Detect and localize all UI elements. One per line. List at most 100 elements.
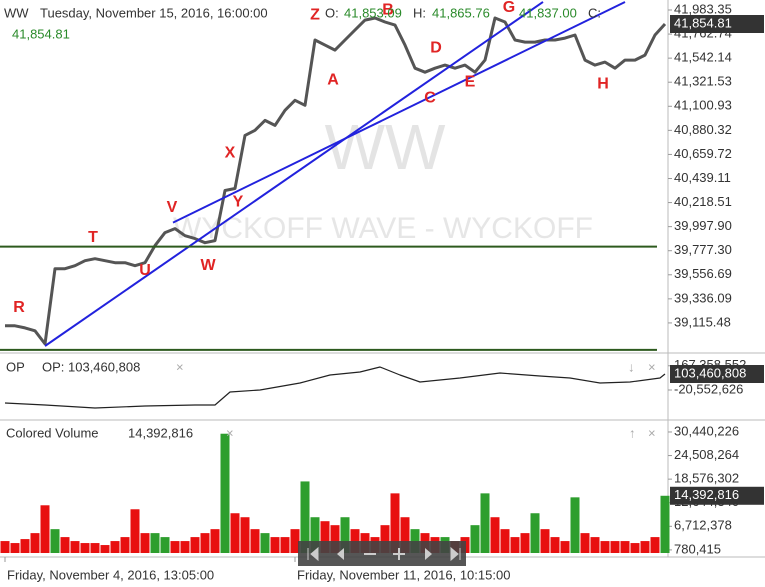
move-down-icon[interactable]: ↓ <box>628 359 635 374</box>
volume-bar <box>650 537 660 553</box>
volume-bar <box>130 509 140 553</box>
move-up-icon[interactable]: ↑ <box>629 425 636 440</box>
volume-bar <box>230 513 240 553</box>
volume-bar <box>140 533 150 553</box>
volume-bar <box>330 525 340 553</box>
watermark: WYCKOFF WAVE - WYCKOFF <box>173 212 593 245</box>
series-line <box>5 16 667 346</box>
y-tick-label: 24,508,264 <box>674 447 739 462</box>
volume-bar <box>310 517 320 553</box>
last-value-box <box>670 486 764 505</box>
volume-bar <box>480 493 490 553</box>
volume-bar <box>590 537 600 553</box>
volume-bar <box>500 529 510 553</box>
volume-bar <box>80 543 90 553</box>
volume-bar <box>220 433 230 553</box>
volume-bar <box>240 517 250 553</box>
volume-bar <box>10 543 20 553</box>
series-line <box>4 366 666 409</box>
back-button[interactable] <box>337 548 344 560</box>
volume-bar <box>470 525 480 553</box>
close-icon[interactable]: × <box>176 359 184 374</box>
volume-bar <box>290 529 300 553</box>
y-tick-label: 39,777.30 <box>674 242 732 257</box>
chart-subtitle: Tuesday, November 15, 2016, 16:00:00 <box>40 5 268 20</box>
last-value-box <box>670 15 764 34</box>
watermark-layer: WW WYCKOFF WAVE - WYCKOFF <box>173 111 593 245</box>
forward-button[interactable] <box>425 548 432 560</box>
legend-value: 103,460,808 <box>68 359 140 374</box>
y-tick-label: -20,552,626 <box>674 381 743 396</box>
y-tick-label: 18,576,302 <box>674 471 739 486</box>
volume-bar <box>150 533 160 553</box>
ohlc-label: H: <box>413 5 426 20</box>
volume-bar <box>600 541 610 553</box>
volume-bar <box>560 541 570 553</box>
last-value-box <box>670 365 764 384</box>
legend-label: OP: <box>42 359 64 374</box>
close-icon[interactable]: × <box>648 359 656 374</box>
annotation: E <box>465 73 476 90</box>
annotation: Y <box>233 194 244 211</box>
volume-bar <box>400 517 410 553</box>
volume-bar <box>70 541 80 553</box>
volume-bar <box>170 541 180 553</box>
volume-bar <box>280 537 290 553</box>
y-tick-label: 39,997.90 <box>674 218 732 233</box>
volume-bar <box>630 543 640 553</box>
annotation: W <box>200 257 216 274</box>
volume-bar <box>90 543 100 553</box>
chart-title: WW <box>4 5 29 20</box>
volume-bar <box>530 513 540 553</box>
volume-bar <box>260 533 270 553</box>
last-value-label: 14,392,816 <box>674 487 739 502</box>
volume-bar <box>550 537 560 553</box>
ohlc-value: 41,865.76 <box>432 5 490 20</box>
volume-bar <box>200 533 210 553</box>
volume-bar <box>250 529 260 553</box>
volume-bar <box>510 537 520 553</box>
volume-bar <box>0 541 10 553</box>
y-tick-label: 41,983.35 <box>674 1 732 16</box>
zoom-in-button[interactable] <box>393 548 405 560</box>
close-icon[interactable]: × <box>226 425 234 440</box>
close-icon[interactable]: × <box>648 425 656 440</box>
volume-bar <box>210 529 220 553</box>
y-tick-label: 40,218.51 <box>674 194 732 209</box>
annotation: R <box>13 299 25 316</box>
volume-bar <box>20 539 30 553</box>
watermark: WW <box>325 111 446 183</box>
ohlc-value: 41,853.09 <box>344 5 402 20</box>
volume-bar <box>580 533 590 553</box>
y-tick-label: 39,115.48 <box>674 314 731 329</box>
first-button[interactable] <box>307 546 319 562</box>
annotation: X <box>225 145 236 162</box>
ohlc-label: C: <box>588 5 601 20</box>
annotation: D <box>430 39 442 56</box>
y-tick-label: 780,415 <box>674 541 721 556</box>
ohlc-value: 41,837.00 <box>519 5 577 20</box>
volume-bar <box>390 493 400 553</box>
panel-title: OP <box>6 359 25 374</box>
annotation: U <box>139 262 151 279</box>
last-value-label: 103,460,808 <box>674 365 746 380</box>
volume-bar <box>60 537 70 553</box>
trend-line <box>172 1 626 224</box>
toolbar-bg <box>298 541 466 566</box>
legend-value: 14,392,816 <box>128 425 193 440</box>
volume-bar <box>190 537 200 553</box>
volume-bar <box>270 537 280 553</box>
volume-bar <box>660 495 670 553</box>
annotation: T <box>88 229 98 246</box>
last-button[interactable] <box>450 546 461 562</box>
volume-bar <box>340 517 350 553</box>
annotation: B <box>382 1 394 18</box>
volume-bar <box>620 541 630 553</box>
volume-bar <box>40 505 50 553</box>
ohlc-label: O: <box>325 5 339 20</box>
y-tick-label: 41,100.93 <box>674 98 732 113</box>
annotation: H <box>597 75 609 92</box>
